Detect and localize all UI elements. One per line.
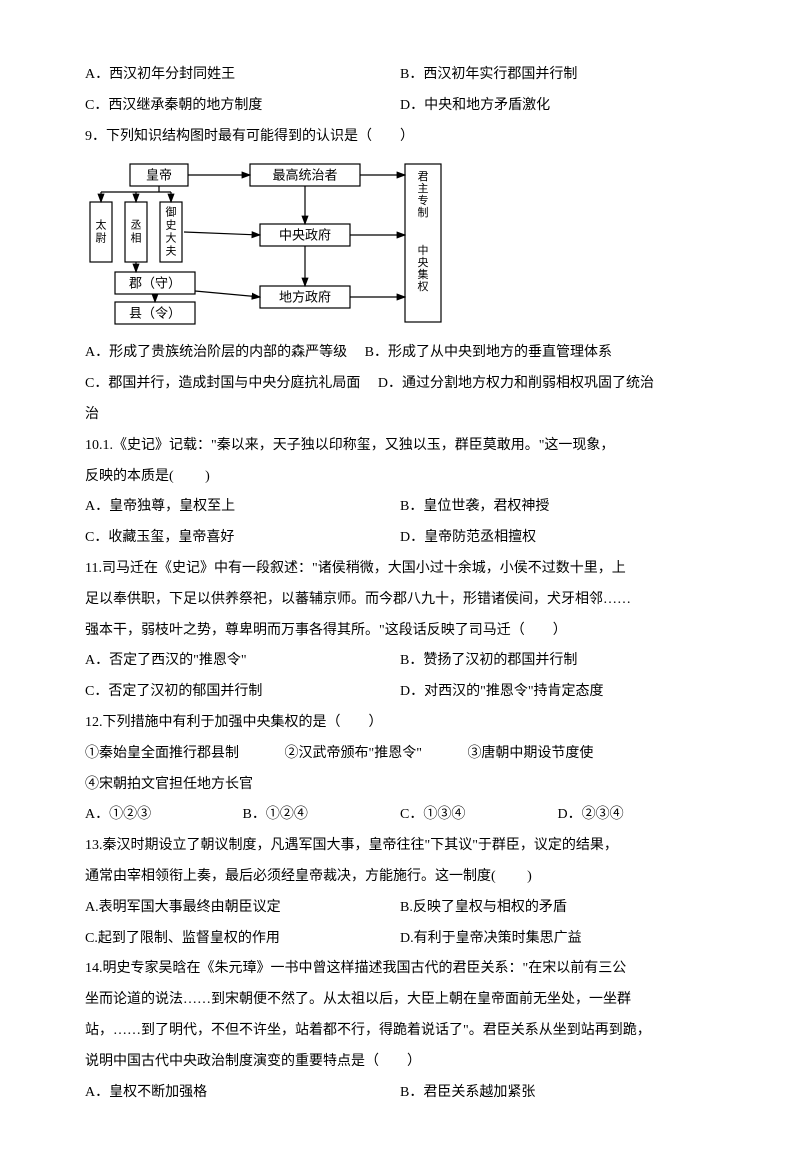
q12-items: ①秦始皇全面推行郡县制 ②汉武帝颁布"推恩令" ③唐朝中期设节度使 <box>85 739 715 770</box>
svg-text:中央政府: 中央政府 <box>279 228 331 243</box>
svg-text:相: 相 <box>131 232 142 245</box>
svg-text:夫: 夫 <box>166 245 177 258</box>
q13-optC: C.起到了限制、监督皇权的作用 <box>85 924 400 955</box>
svg-text:太: 太 <box>96 219 107 232</box>
q13-row2: C.起到了限制、监督皇权的作用 D.有利于皇帝决策时集思广益 <box>85 924 715 955</box>
q13-optA: A.表明军国大事最终由朝臣议定 <box>85 893 400 924</box>
q14-stem1: 14.明史专家吴晗在《朱元璋》一书中曾这样描述我国古代的君臣关系："在宋以前有三… <box>85 954 715 985</box>
svg-text:史: 史 <box>166 219 177 232</box>
q12-optD: D．②③④ <box>558 800 716 831</box>
q12-item1: ①秦始皇全面推行郡县制 <box>85 746 239 761</box>
q13-optB: B.反映了皇权与相权的矛盾 <box>400 893 715 924</box>
q8-row2: C．西汉继承秦朝的地方制度 D．中央和地方矛盾激化 <box>85 91 715 122</box>
q12-item3: ③唐朝中期设节度使 <box>467 746 593 761</box>
svg-text:集: 集 <box>418 267 429 281</box>
q11-optC: C．否定了汉初的郁国并行制 <box>85 677 400 708</box>
q11-stem2: 足以奉供职，下足以供养祭祀，以蕃辅京师。而今郡八九十，形错诸侯间，犬牙相邻…… <box>85 585 715 616</box>
q9-diagram: 皇帝太尉 丞相 御史大夫郡（守） 县（令） 最高统治者中央政府地方政府 君主专制中央集权 <box>85 158 715 328</box>
q11-optA: A．否定了西汉的"推恩令" <box>85 646 400 677</box>
q11-optD: D．对西汉的"推恩令"持肯定态度 <box>400 677 715 708</box>
q10-row2: C．收藏玉玺，皇帝喜好 D．皇帝防范丞相擅权 <box>85 523 715 554</box>
q8-optC: C．西汉继承秦朝的地方制度 <box>85 91 400 122</box>
svg-text:央: 央 <box>418 256 429 269</box>
q12-opts: A．①②③ B．①②④ C．①③④ D．②③④ <box>85 800 715 831</box>
q11-row2: C．否定了汉初的郁国并行制 D．对西汉的"推恩令"持肯定态度 <box>85 677 715 708</box>
svg-text:最高统治者: 最高统治者 <box>272 168 337 183</box>
svg-text:御: 御 <box>166 205 177 219</box>
q9-optCD: C．郡国并行，造成封国与中央分庭抗礼局面 D．通过分割地方权力和削弱相权巩固了统… <box>85 369 715 400</box>
q8-optA: A．西汉初年分封同姓王 <box>85 60 400 91</box>
svg-text:君: 君 <box>418 170 429 183</box>
svg-text:主: 主 <box>418 182 429 195</box>
svg-text:大: 大 <box>166 231 177 245</box>
svg-text:丞: 丞 <box>131 219 142 232</box>
q13-stem1: 13.秦汉时期设立了朝议制度，凡遇军国大事，皇帝往往"下其议"于群臣，议定的结果… <box>85 831 715 862</box>
q14-optA: A．皇权不断加强格 <box>85 1078 400 1109</box>
q9-optB: B．形成了从中央到地方的垂直管理体系 <box>365 345 612 360</box>
q14-row1: A．皇权不断加强格 B．君臣关系越加紧张 <box>85 1078 715 1109</box>
q13-row1: A.表明军国大事最终由朝臣议定 B.反映了皇权与相权的矛盾 <box>85 893 715 924</box>
q9-optD-tail: 治 <box>85 400 715 431</box>
svg-text:地方政府: 地方政府 <box>279 290 331 305</box>
q10-stem2: 反映的本质是( ) <box>85 462 715 493</box>
q11-optB: B．赞扬了汉初的郡国并行制 <box>400 646 715 677</box>
q10-optB: B．皇位世袭，君权神授 <box>400 492 715 523</box>
q8-optB: B．西汉初年实行郡国并行制 <box>400 60 715 91</box>
q11-stem3: 强本干，弱枝叶之势，尊卑明而万事各得其所。"这段话反映了司马迁（ ） <box>85 616 715 647</box>
q12-optA: A．①②③ <box>85 800 243 831</box>
q14-stem2: 坐而论道的说法……到宋朝便不然了。从太祖以后，大臣上朝在皇帝面前无坐处，一坐群 <box>85 985 715 1016</box>
q10-optD: D．皇帝防范丞相擅权 <box>400 523 715 554</box>
q11-stem1: 11.司马迁在《史记》中有一段叙述："诸侯稍微，大国小过十余城，小侯不过数十里，… <box>85 554 715 585</box>
q9-optA: A．形成了贵族统治阶层的内部的森严等级 <box>85 345 347 360</box>
q12-stem: 12.下列措施中有利于加强中央集权的是（ ） <box>85 708 715 739</box>
q12-optC: C．①③④ <box>400 800 558 831</box>
svg-text:县（令）: 县（令） <box>129 306 181 321</box>
svg-text:制: 制 <box>418 206 429 219</box>
q9-optD: D．通过分割地方权力和削弱相权巩固了统治 <box>378 376 654 391</box>
svg-text:中: 中 <box>418 244 429 257</box>
q9-stem: 9．下列知识结构图时最有可能得到的认识是（ ） <box>85 122 715 153</box>
q14-stem3: 站，……到了明代，不但不许坐，站着都不行，得跪着说话了"。君臣关系从坐到站再到跪… <box>85 1016 715 1047</box>
q14-stem4: 说明中国古代中央政治制度演变的重要特点是（ ） <box>85 1047 715 1078</box>
svg-text:专: 专 <box>418 193 429 207</box>
q10-row1: A．皇帝独尊，皇权至上 B．皇位世袭，君权神授 <box>85 492 715 523</box>
exam-page: A．西汉初年分封同姓王 B．西汉初年实行郡国并行制 C．西汉继承秦朝的地方制度 … <box>0 0 800 1168</box>
q10-optA: A．皇帝独尊，皇权至上 <box>85 492 400 523</box>
q13-optD: D.有利于皇帝决策时集思广益 <box>400 924 715 955</box>
q14-optB: B．君臣关系越加紧张 <box>400 1078 715 1109</box>
q10-optC: C．收藏玉玺，皇帝喜好 <box>85 523 400 554</box>
svg-text:皇帝: 皇帝 <box>146 168 172 183</box>
svg-text:尉: 尉 <box>96 231 107 245</box>
q13-stem2: 通常由宰相领衔上奏，最后必须经皇帝裁决，方能施行。这一制度( ) <box>85 862 715 893</box>
svg-text:权: 权 <box>418 280 429 293</box>
svg-text:郡（守）: 郡（守） <box>129 276 181 291</box>
q12-item4: ④宋朝拍文官担任地方长官 <box>85 770 715 801</box>
q11-row1: A．否定了西汉的"推恩令" B．赞扬了汉初的郡国并行制 <box>85 646 715 677</box>
q10-stem1: 10.1.《史记》记载："秦以来，天子独以印称玺，又独以玉，群臣莫敢用。"这一现… <box>85 431 715 462</box>
q9-optC: C．郡国并行，造成封国与中央分庭抗礼局面 <box>85 376 360 391</box>
q12-item2: ②汉武帝颁布"推恩令" <box>285 746 422 761</box>
q12-optB: B．①②④ <box>243 800 401 831</box>
q9-optAB: A．形成了贵族统治阶层的内部的森严等级 B．形成了从中央到地方的垂直管理体系 <box>85 338 715 369</box>
q8-optD: D．中央和地方矛盾激化 <box>400 91 715 122</box>
q8-row1: A．西汉初年分封同姓王 B．西汉初年实行郡国并行制 <box>85 60 715 91</box>
